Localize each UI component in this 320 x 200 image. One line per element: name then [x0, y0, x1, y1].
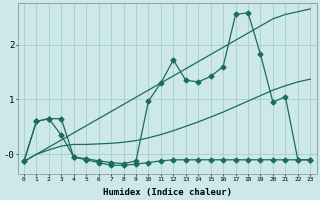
- X-axis label: Humidex (Indice chaleur): Humidex (Indice chaleur): [103, 188, 232, 197]
